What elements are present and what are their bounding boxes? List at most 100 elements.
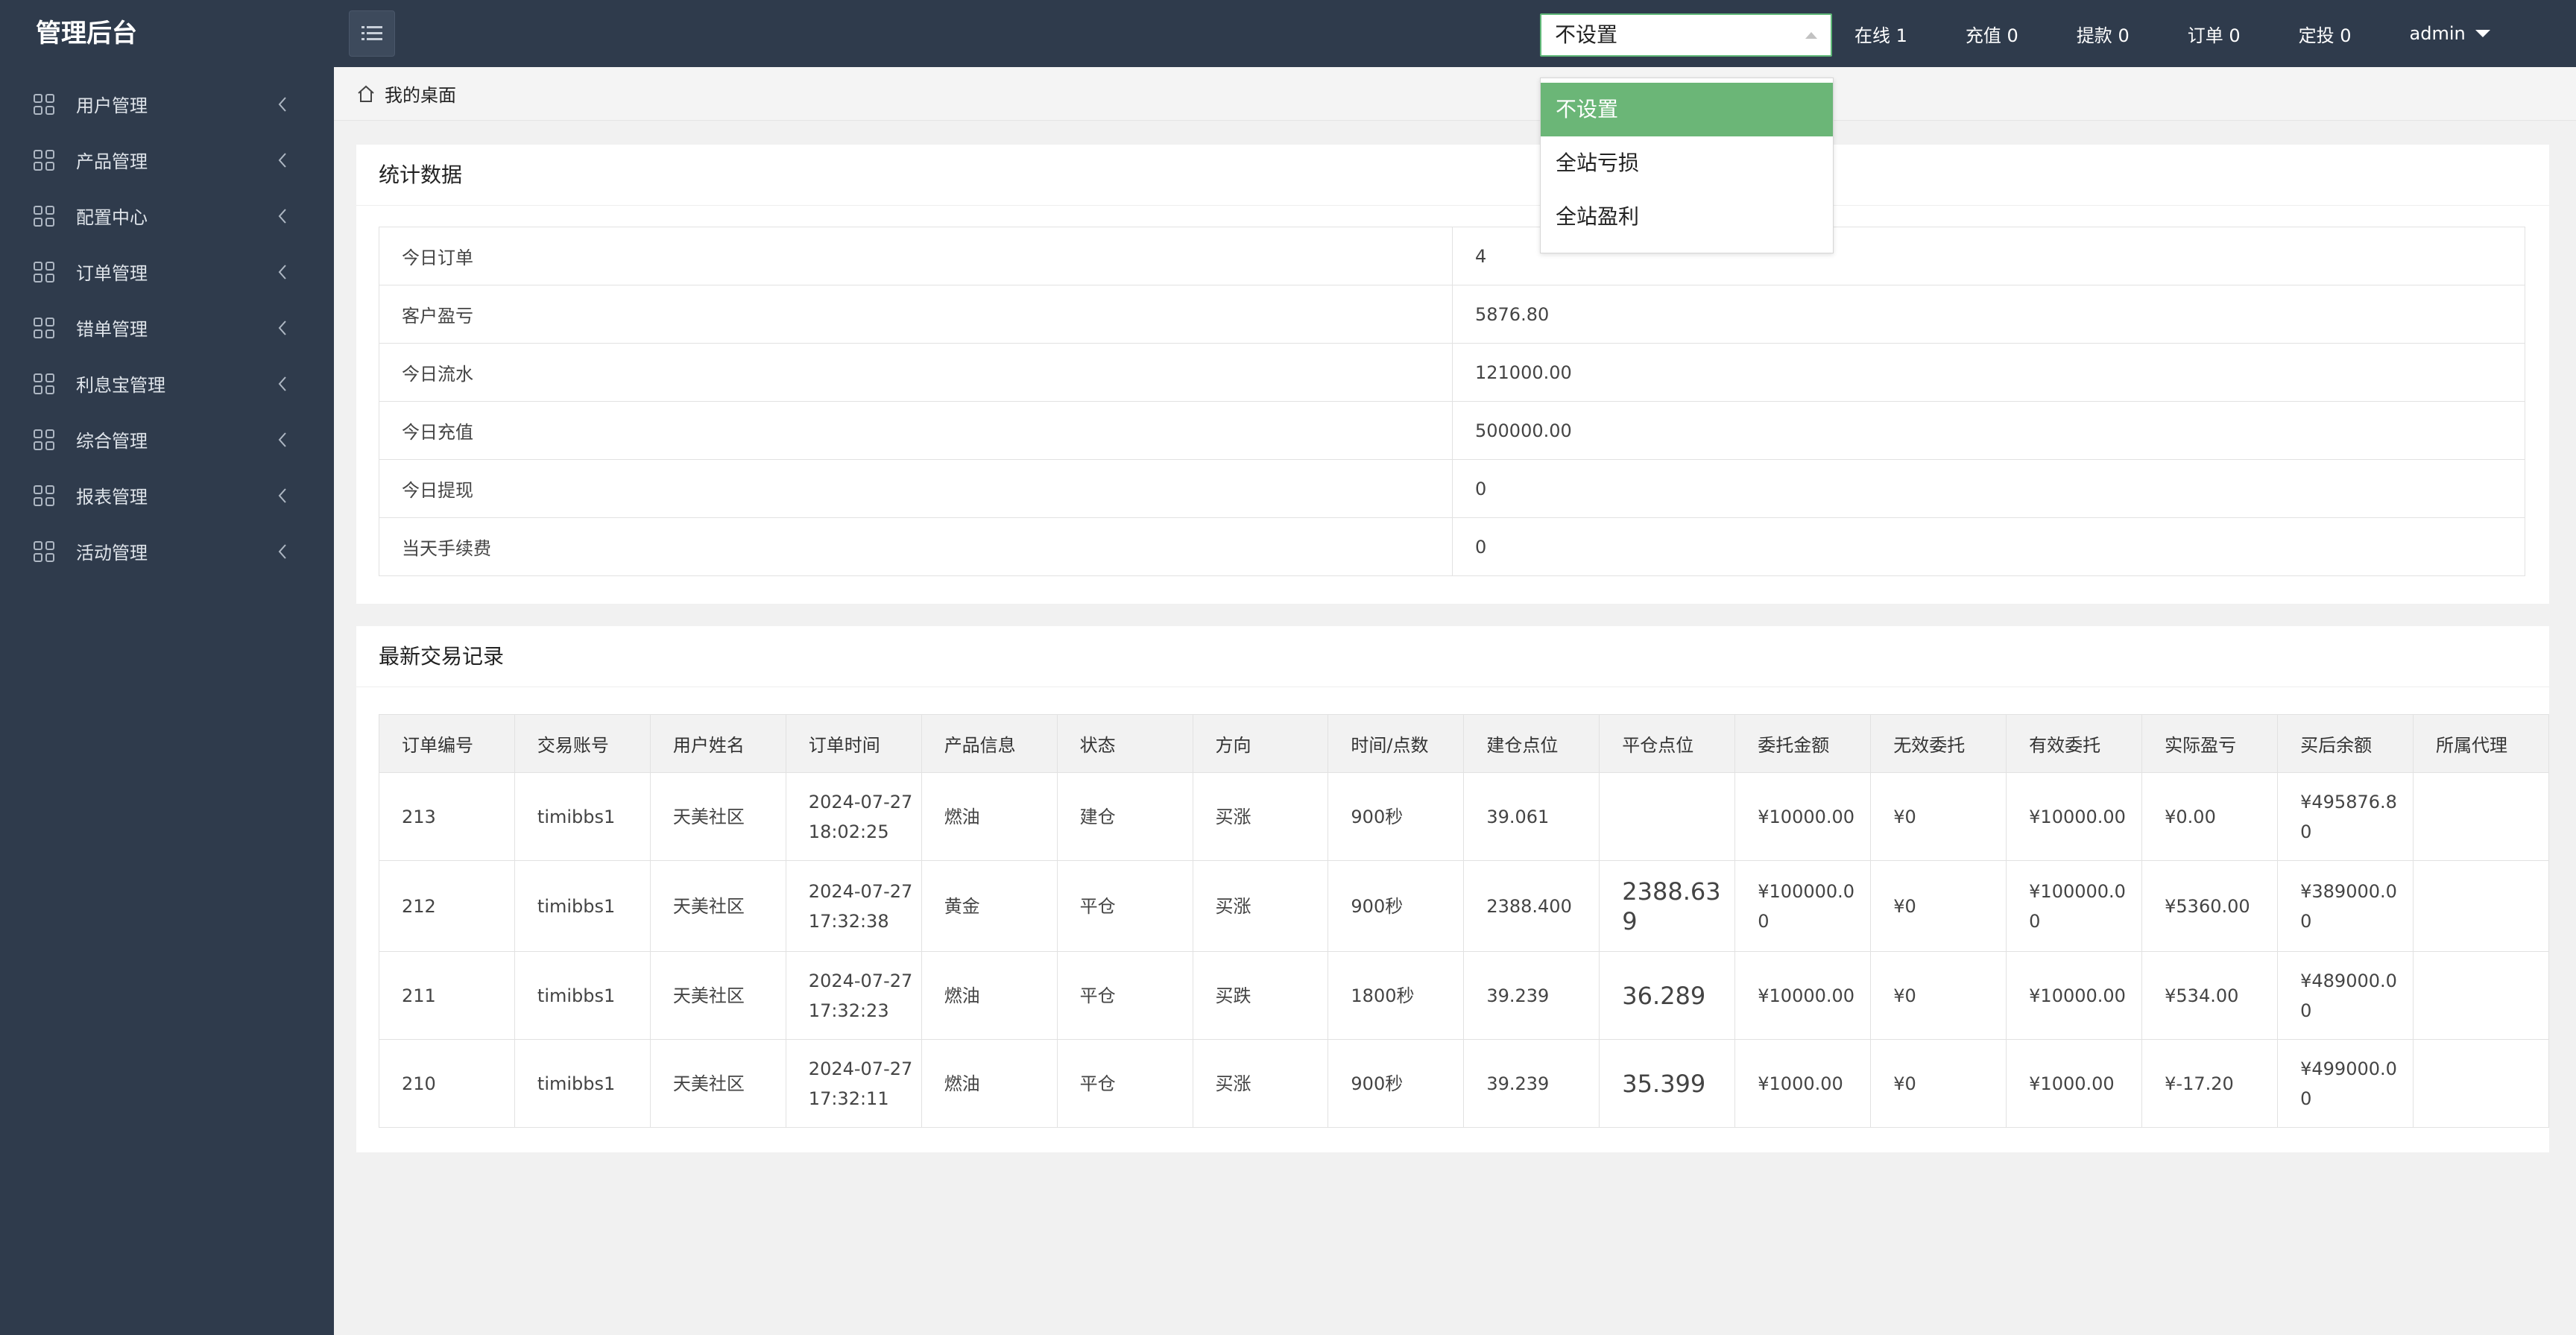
dropdown-option-none[interactable]: 不设置 xyxy=(1541,83,1833,136)
breadcrumb-label[interactable]: 我的桌面 xyxy=(385,85,456,106)
header-stats: 在线 1 充值 0 提款 0 订单 0 定投 0 admin xyxy=(1854,0,2491,67)
sidebar-item-order-management[interactable]: 订单管理 xyxy=(0,244,334,300)
table-header-row: 订单编号 交易账号 用户姓名 订单时间 产品信息 状态 方向 时间/点数 建仓点… xyxy=(379,714,2549,773)
account-cell: timibbs1 xyxy=(514,951,651,1040)
stat-label: 客户盈亏 xyxy=(379,285,1453,344)
stat-value: 121000.00 xyxy=(1452,343,2525,402)
balance-cell: ¥489000.00 xyxy=(2277,951,2414,1040)
duration-cell: 1800秒 xyxy=(1328,951,1465,1040)
agent-cell xyxy=(2413,860,2549,952)
column-header: 方向 xyxy=(1192,714,1329,773)
chevron-left-icon xyxy=(278,152,286,168)
sidebar-item-report-management[interactable]: 报表管理 xyxy=(0,467,334,523)
open-price-cell: 39.061 xyxy=(1463,772,1600,861)
home-icon[interactable] xyxy=(356,84,376,104)
sidebar: 管理后台 用户管理 产品管理 配置中心 订单管理 错单管理 xyxy=(0,0,334,1335)
order-count-link[interactable]: 订单 0 xyxy=(2187,25,2241,46)
stats-panel-title: 统计数据 xyxy=(356,145,2549,206)
sidebar-item-general-management[interactable]: 综合管理 xyxy=(0,411,334,467)
sidebar-item-label: 利息宝管理 xyxy=(76,375,165,396)
close-price-cell: 2388.639 xyxy=(1599,860,1736,952)
time-cell: 2024-07-27 17:32:38 xyxy=(785,860,922,952)
dropdown-option-site-loss[interactable]: 全站亏损 xyxy=(1556,151,1640,175)
transactions-table: 订单编号 交易账号 用户姓名 订单时间 产品信息 状态 方向 时间/点数 建仓点… xyxy=(379,714,2549,1128)
online-count-link[interactable]: 在线 1 xyxy=(1854,25,1907,46)
investment-count-link[interactable]: 定投 0 xyxy=(2298,25,2352,46)
table-row: 今日提现 0 xyxy=(379,459,2525,518)
invalid-amount-cell: ¥0 xyxy=(1870,951,2007,1040)
valid-amount-cell: ¥10000.00 xyxy=(2006,951,2143,1040)
grid-icon xyxy=(34,540,54,562)
status-cell: 平仓 xyxy=(1056,1039,1193,1128)
chevron-left-icon xyxy=(278,264,286,280)
sidebar-item-product-management[interactable]: 产品管理 xyxy=(0,132,334,188)
status-cell: 平仓 xyxy=(1056,951,1193,1040)
valid-amount-cell: ¥10000.00 xyxy=(2006,772,2143,861)
grid-icon xyxy=(34,317,54,338)
valid-amount-cell: ¥100000.00 xyxy=(2006,860,2143,952)
grid-icon xyxy=(34,373,54,394)
column-header: 无效委托 xyxy=(1870,714,2007,773)
sidebar-item-error-order-management[interactable]: 错单管理 xyxy=(0,300,334,356)
agent-cell xyxy=(2413,951,2549,1040)
chevron-left-icon xyxy=(278,208,286,224)
column-header: 用户姓名 xyxy=(649,714,786,773)
order-id-cell: 210 xyxy=(379,1039,515,1128)
agent-cell xyxy=(2413,1039,2549,1128)
column-header: 平仓点位 xyxy=(1599,714,1736,773)
sidebar-item-user-management[interactable]: 用户管理 xyxy=(0,76,334,132)
direction-cell: 买涨 xyxy=(1192,772,1329,861)
stat-value: 500000.00 xyxy=(1452,401,2525,460)
name-cell: 天美社区 xyxy=(649,951,786,1040)
profit-mode-dropdown: 不设置 全站亏损 全站盈利 xyxy=(1540,78,1834,253)
account-cell: timibbs1 xyxy=(514,860,651,952)
dropdown-option-site-profit[interactable]: 全站盈利 xyxy=(1556,204,1640,229)
product-cell: 黄金 xyxy=(921,860,1058,952)
order-id-cell: 211 xyxy=(379,951,515,1040)
user-menu[interactable]: admin xyxy=(2410,23,2491,44)
column-header: 订单编号 xyxy=(379,714,515,773)
time-cell: 2024-07-27 17:32:23 xyxy=(785,951,922,1040)
profit-mode-select[interactable]: 不设置 xyxy=(1540,13,1832,57)
stat-value: 0 xyxy=(1452,517,2525,576)
sidebar-item-config-center[interactable]: 配置中心 xyxy=(0,188,334,244)
valid-amount-cell: ¥1000.00 xyxy=(2006,1039,2143,1128)
table-row: 210 timibbs1 天美社区 2024-07-27 17:32:11 燃油… xyxy=(379,1039,2549,1128)
sidebar-item-interest-treasure[interactable]: 利息宝管理 xyxy=(0,356,334,411)
recharge-count-link[interactable]: 充值 0 xyxy=(1965,25,2018,46)
duration-cell: 900秒 xyxy=(1328,860,1465,952)
stat-value: 0 xyxy=(1452,459,2525,518)
stats-panel: 统计数据 今日订单 4 客户盈亏 5876.80 今日流水 121000.00 … xyxy=(356,145,2549,604)
balance-cell: ¥499000.00 xyxy=(2277,1039,2414,1128)
close-price-cell: 35.399 xyxy=(1599,1039,1736,1128)
pnl-cell: ¥0.00 xyxy=(2141,772,2279,861)
amount-cell: ¥10000.00 xyxy=(1734,951,1872,1040)
sidebar-item-label: 产品管理 xyxy=(76,151,148,172)
name-cell: 天美社区 xyxy=(649,860,786,952)
grid-icon xyxy=(34,485,54,506)
table-row: 211 timibbs1 天美社区 2024-07-27 17:32:23 燃油… xyxy=(379,951,2549,1040)
chevron-left-icon xyxy=(278,432,286,447)
sidebar-item-label: 综合管理 xyxy=(76,431,148,452)
app-logo: 管理后台 xyxy=(36,19,137,48)
sidebar-item-label: 配置中心 xyxy=(76,207,148,228)
balance-cell: ¥389000.00 xyxy=(2277,860,2414,952)
agent-cell xyxy=(2413,772,2549,861)
sidebar-toggle-button[interactable] xyxy=(349,10,395,57)
product-cell: 燃油 xyxy=(921,1039,1058,1128)
breadcrumb: 我的桌面 xyxy=(334,67,2576,121)
open-price-cell: 39.239 xyxy=(1463,951,1600,1040)
sidebar-item-label: 用户管理 xyxy=(76,95,148,116)
withdraw-count-link[interactable]: 提款 0 xyxy=(2076,25,2130,46)
stat-label: 今日提现 xyxy=(379,459,1453,518)
stat-label: 今日订单 xyxy=(379,227,1453,285)
time-cell: 2024-07-27 18:02:25 xyxy=(785,772,922,861)
caret-up-icon xyxy=(1805,32,1817,39)
stat-value: 5876.80 xyxy=(1452,285,2525,344)
column-header: 建仓点位 xyxy=(1463,714,1600,773)
column-header: 产品信息 xyxy=(921,714,1058,773)
amount-cell: ¥1000.00 xyxy=(1734,1039,1872,1128)
open-price-cell: 2388.400 xyxy=(1463,860,1600,952)
sidebar-item-activity-management[interactable]: 活动管理 xyxy=(0,523,334,579)
sidebar-item-label: 报表管理 xyxy=(76,487,148,508)
